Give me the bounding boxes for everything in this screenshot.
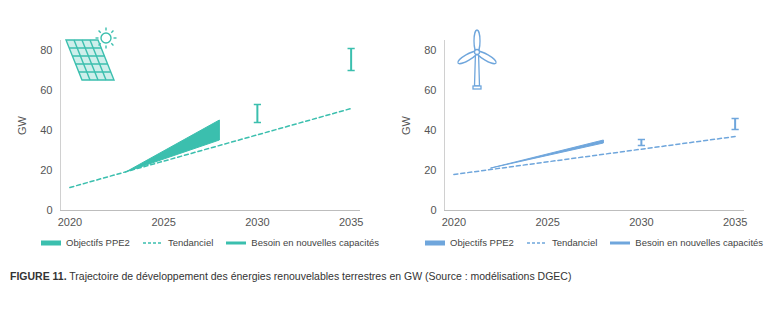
- svg-text:2035: 2035: [339, 216, 363, 228]
- svg-text:20: 20: [40, 164, 52, 176]
- svg-text:2030: 2030: [245, 216, 269, 228]
- svg-text:60: 60: [40, 84, 52, 96]
- svg-text:20: 20: [424, 164, 436, 176]
- svg-text:2035: 2035: [723, 216, 747, 228]
- html-text:FIGURE 11. Trajectoire de déve: FIGURE 11. Trajectoire de développement …: [10, 270, 572, 282]
- svg-text:0: 0: [430, 204, 436, 216]
- svg-text:2025: 2025: [535, 216, 559, 228]
- html-text:Tendanciel: Tendanciel: [167, 237, 214, 248]
- svg-text:80: 80: [424, 44, 436, 56]
- html-text:Besoin en nouvelles capacités: Besoin en nouvelles capacités: [635, 237, 764, 248]
- svg-text:60: 60: [424, 84, 436, 96]
- svg-text:2020: 2020: [58, 216, 82, 228]
- svg-text:80: 80: [40, 44, 52, 56]
- svg-text:2030: 2030: [629, 216, 653, 228]
- svg-text:40: 40: [40, 124, 52, 136]
- svg-text:GW: GW: [400, 115, 412, 135]
- html-text:Tendanciel: Tendanciel: [551, 237, 598, 248]
- svg-text:2025: 2025: [151, 216, 175, 228]
- svg-text:GW: GW: [16, 115, 28, 135]
- html-text:Besoin en nouvelles capacités: Besoin en nouvelles capacités: [251, 237, 380, 248]
- svg-text:2020: 2020: [442, 216, 466, 228]
- svg-text:40: 40: [424, 124, 436, 136]
- svg-text:0: 0: [46, 204, 52, 216]
- html-text:Objectifs PPE2: Objectifs PPE2: [66, 237, 130, 248]
- html-text:Objectifs PPE2: Objectifs PPE2: [450, 237, 514, 248]
